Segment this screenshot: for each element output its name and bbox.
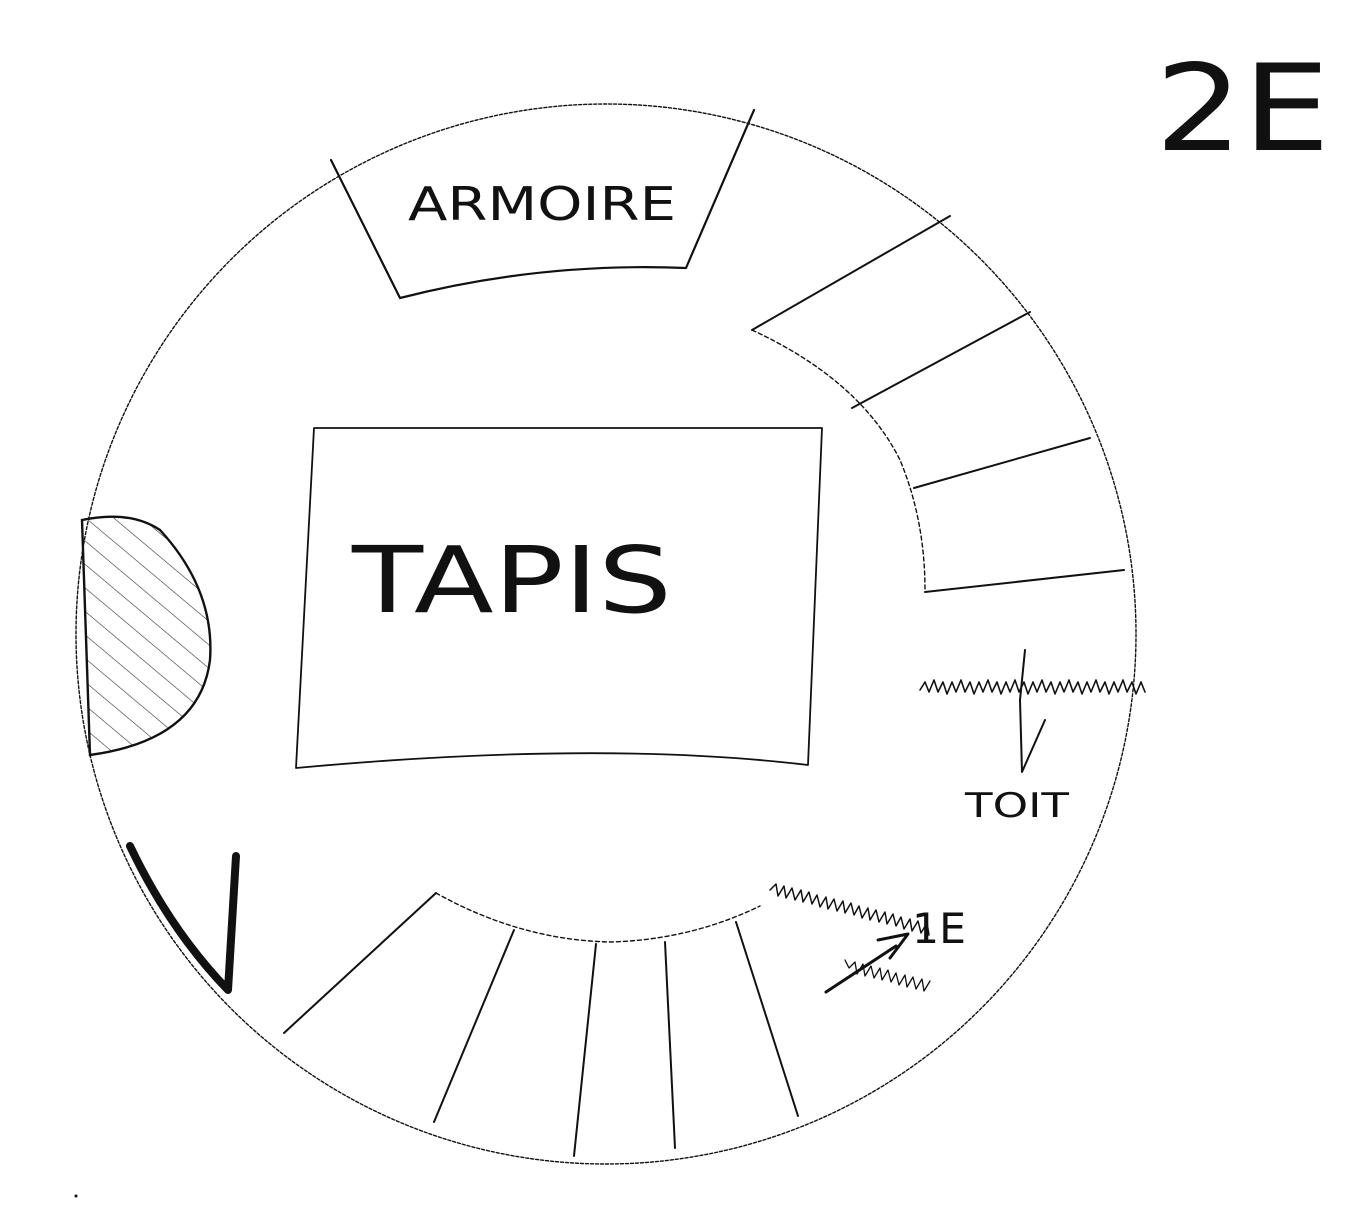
floor-label: 2E <box>1155 40 1330 179</box>
stairs-down-scribble-2 <box>844 959 931 992</box>
stair-step <box>735 921 799 1117</box>
rug-label: TAPIS <box>351 527 672 634</box>
stairs-down-label: 1E <box>912 904 966 953</box>
rug: TAPIS <box>295 427 823 769</box>
stray-dot <box>74 1194 78 1198</box>
stair-step <box>751 215 951 331</box>
stair-step <box>433 929 515 1123</box>
stair-step <box>573 943 597 1157</box>
wardrobe: ARMOIRE <box>329 108 756 300</box>
hatched-area <box>80 515 212 757</box>
stairs-down-scribble <box>769 883 930 936</box>
rug-outline <box>295 427 823 769</box>
staircase-right <box>751 215 1125 593</box>
roof-edge: TOIT <box>919 649 1146 826</box>
stair-step <box>283 892 437 1034</box>
staircase-bottom-inner-edge <box>435 892 761 943</box>
stair-step <box>851 311 1031 409</box>
v-mark <box>126 842 240 994</box>
roof-arrow <box>1019 649 1046 773</box>
stair-step <box>913 437 1091 489</box>
staircase-bottom <box>283 892 799 1157</box>
wardrobe-outline <box>329 108 756 300</box>
down-arrow-icon <box>824 932 910 994</box>
roof-scribble <box>919 679 1146 695</box>
stairs-down: 1E <box>769 883 966 994</box>
stair-step <box>924 569 1125 593</box>
wardrobe-label: ARMOIRE <box>408 177 676 231</box>
roof-label: TOIT <box>964 786 1070 826</box>
tower-outline <box>75 103 1137 1165</box>
stair-step <box>664 941 676 1149</box>
staircase-right-inner-edge <box>751 329 926 591</box>
